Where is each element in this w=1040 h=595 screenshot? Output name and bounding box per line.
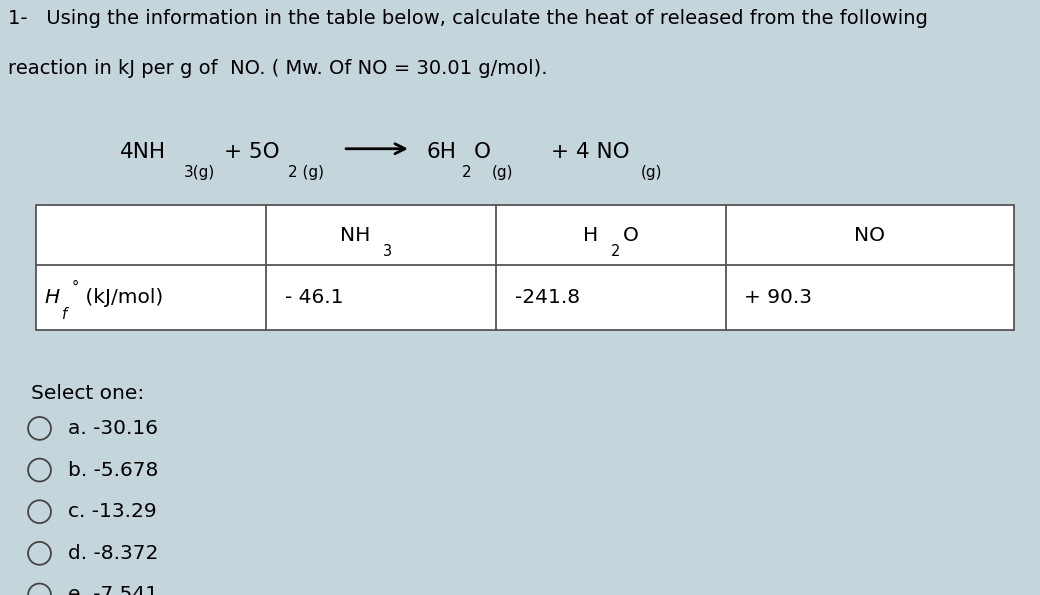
Text: °: ° [72,280,79,295]
Text: b. -5.678: b. -5.678 [68,461,158,480]
Text: O: O [474,142,491,162]
Text: 2 (g): 2 (g) [288,165,324,180]
Text: H: H [45,288,60,307]
Text: (kJ/mol): (kJ/mol) [79,288,163,307]
Text: - 46.1: - 46.1 [285,288,343,307]
Text: + 4 NO: + 4 NO [551,142,630,162]
Text: (g): (g) [641,165,662,180]
Text: d. -8.372: d. -8.372 [68,544,158,563]
Text: 3(g): 3(g) [184,165,215,180]
Text: reaction in kJ per g of  NO. ( Mw. Of NO = 30.01 g/mol).: reaction in kJ per g of NO. ( Mw. Of NO … [8,60,548,79]
Text: NH: NH [340,226,370,245]
Text: 1-   Using the information in the table below, calculate the heat of released fr: 1- Using the information in the table be… [8,9,928,28]
Text: f: f [62,307,68,322]
Text: 2: 2 [462,165,471,180]
Text: 2: 2 [610,245,620,259]
Text: 4NH: 4NH [120,142,165,162]
Text: -241.8: -241.8 [515,288,579,307]
Text: e. -7.541: e. -7.541 [68,585,158,595]
Text: Select one:: Select one: [31,384,145,403]
Text: O: O [623,226,640,245]
Text: + 90.3: + 90.3 [745,288,812,307]
Text: c. -13.29: c. -13.29 [68,502,156,521]
Text: + 5O: + 5O [224,142,279,162]
Text: 6H: 6H [426,142,457,162]
Text: NO: NO [854,226,885,245]
Text: (g): (g) [492,165,514,180]
Text: H: H [583,226,598,245]
Text: 3: 3 [383,245,392,259]
Text: a. -30.16: a. -30.16 [68,419,158,438]
